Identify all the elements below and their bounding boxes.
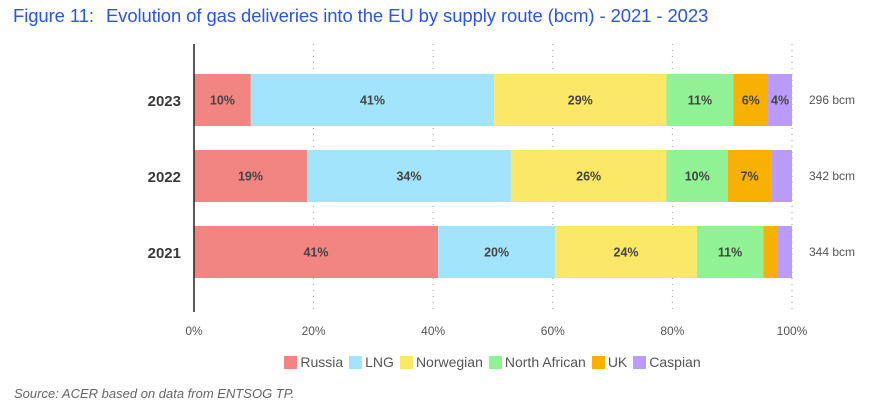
legend-item-uk: UK bbox=[591, 354, 628, 370]
legend-swatch bbox=[591, 355, 605, 369]
data-label-2022-russia: 19% bbox=[238, 170, 263, 184]
x-tick-label-0pct: 0% bbox=[185, 324, 203, 338]
x-tick-label-80pct: 80% bbox=[660, 324, 684, 338]
y-axis-labels: 2023 2022 2021 bbox=[148, 93, 181, 262]
bars-group: 10% 41% 29% 11% 6% 4% 19% 34% 26% 10% 7% 41% 20% 24% 1… bbox=[194, 74, 792, 278]
legend-label: UK bbox=[607, 354, 628, 370]
data-label-2023-uk: 6% bbox=[742, 94, 760, 108]
x-tick-label-20pct: 20% bbox=[302, 324, 326, 338]
source-note: Source: ACER based on data from ENTSOG T… bbox=[14, 386, 295, 401]
legend-label: Norwegian bbox=[415, 354, 483, 370]
data-label-2023-lng: 41% bbox=[360, 94, 385, 108]
x-tick-label-100pct: 100% bbox=[777, 324, 808, 338]
x-axis-labels: 0% 20% 40% 60% 80% 100% bbox=[185, 324, 807, 338]
bar-segment-2022-norwegian bbox=[510, 150, 667, 202]
bar-segment-2023-norwegian bbox=[494, 74, 667, 126]
bar-segment-2023-lng bbox=[250, 74, 495, 126]
data-label-2021-norwegian: 24% bbox=[614, 246, 639, 260]
legend-swatch bbox=[633, 355, 647, 369]
bar-segment-2021-norwegian bbox=[555, 226, 697, 278]
data-label-2022-norwegian: 26% bbox=[576, 170, 601, 184]
legend-item-russia: Russia bbox=[284, 354, 343, 370]
legend: Russia LNG Norwegian North African UK Caspian bbox=[0, 354, 886, 370]
legend-item-norwegian: Norwegian bbox=[399, 354, 483, 370]
category-label-2022: 2022 bbox=[148, 169, 181, 186]
figure-title-text: Evolution of gas deliveries into the EU … bbox=[105, 5, 709, 26]
total-label-2021: 344 bcm bbox=[809, 245, 855, 259]
legend-item-lng: LNG bbox=[349, 354, 394, 370]
x-tick-label-40pct: 40% bbox=[421, 324, 445, 338]
total-label-2022: 342 bcm bbox=[809, 169, 855, 183]
bar-segment-2021-north-african bbox=[696, 226, 764, 278]
category-label-2021: 2021 bbox=[148, 245, 181, 262]
data-label-2023-caspian: 4% bbox=[771, 94, 789, 108]
legend-swatch bbox=[349, 355, 363, 369]
legend-label: Caspian bbox=[649, 354, 701, 370]
category-label-2023: 2023 bbox=[148, 93, 181, 110]
legend-swatch bbox=[399, 355, 413, 369]
bar-segment-2022-north-african bbox=[666, 150, 729, 202]
data-label-2022-lng: 34% bbox=[396, 170, 421, 184]
figure-number: Figure 11: bbox=[13, 5, 94, 26]
legend-label: North African bbox=[504, 354, 586, 370]
figure-title: Figure 11: Evolution of gas deliveries in… bbox=[13, 5, 708, 27]
legend-item-caspian: Caspian bbox=[633, 354, 701, 370]
bar-totals: 296 bcm 342 bcm 344 bcm bbox=[809, 93, 855, 259]
bar-segment-2021-lng bbox=[437, 226, 556, 278]
bar-segment-2022-caspian bbox=[771, 150, 792, 202]
bar-segment-2021-russia bbox=[194, 226, 438, 278]
data-label-2023-north-african: 11% bbox=[688, 94, 712, 108]
data-label-2022-uk: 7% bbox=[741, 170, 759, 184]
legend-label: Russia bbox=[300, 354, 344, 370]
bar-segment-2022-lng bbox=[307, 150, 511, 202]
legend-swatch bbox=[488, 355, 502, 369]
legend-label: LNG bbox=[365, 354, 394, 370]
data-label-2021-north-african: 11% bbox=[718, 246, 742, 260]
data-label-2023-russia: 10% bbox=[210, 94, 235, 108]
legend-item-north-african: North African bbox=[488, 354, 586, 370]
data-label-2022-north-african: 10% bbox=[685, 170, 710, 184]
x-tick-label-60pct: 60% bbox=[541, 324, 565, 338]
bar-segment-2023-russia bbox=[194, 74, 251, 126]
bar-segment-2022-uk bbox=[728, 150, 772, 202]
bar-segment-2022-russia bbox=[194, 150, 308, 202]
total-label-2023: 296 bcm bbox=[809, 93, 855, 107]
bar-segment-2023-north-african bbox=[666, 74, 734, 126]
data-label-2021-russia: 41% bbox=[303, 246, 328, 260]
bar-segment-2023-uk bbox=[733, 74, 769, 126]
bar-segment-2023-caspian bbox=[768, 74, 792, 126]
data-label-2023-norwegian: 29% bbox=[568, 94, 593, 108]
legend-swatch bbox=[284, 355, 298, 369]
data-label-2021-lng: 20% bbox=[484, 246, 509, 260]
bar-segment-2021-caspian bbox=[777, 226, 792, 278]
bar-segment-2021-uk bbox=[763, 226, 778, 278]
